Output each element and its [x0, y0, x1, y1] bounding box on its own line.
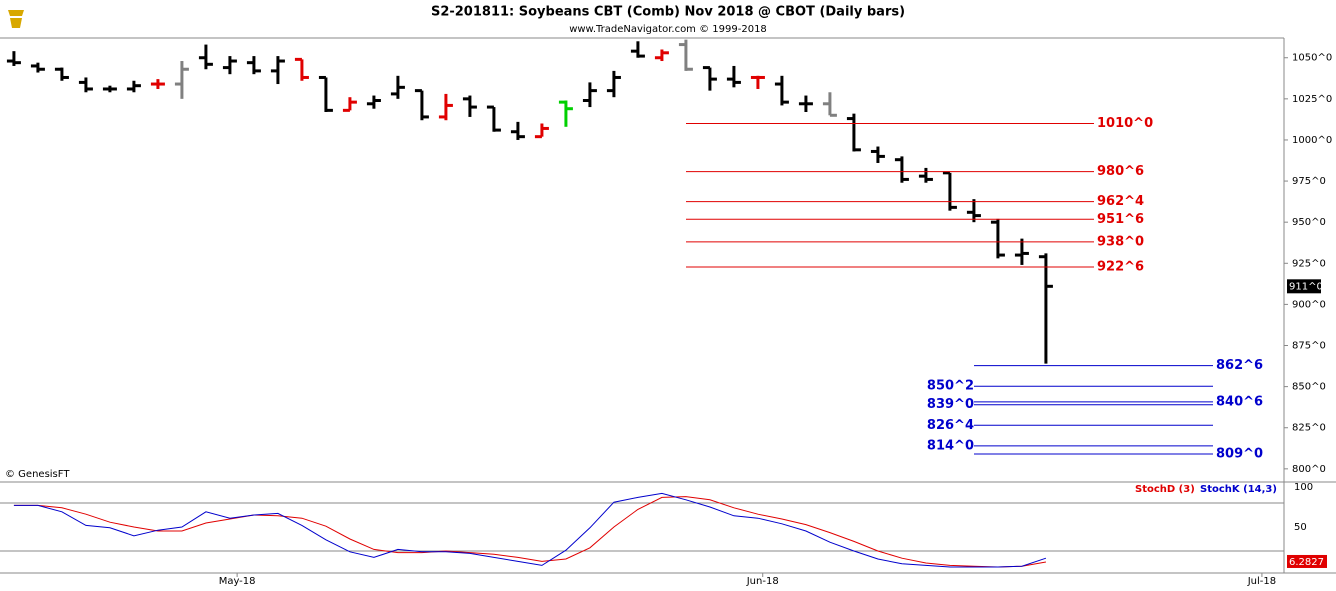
level-label: 862^6: [1216, 358, 1263, 373]
last-price-box: [1287, 279, 1321, 294]
level-label: 809^0: [1216, 447, 1263, 462]
y-tick-label: 1000^0: [1292, 135, 1332, 146]
chart-title: S2-201811: Soybeans CBT (Comb) Nov 2018 …: [431, 5, 905, 20]
y-tick-label: 1050^0: [1292, 53, 1332, 64]
legend-label: StochK (14,3): [1200, 484, 1277, 495]
frame: [0, 37, 1336, 574]
y-tick-label: 50: [1294, 522, 1307, 533]
level-label: 826^4: [927, 418, 974, 433]
y-tick-label: 825^0: [1292, 423, 1326, 434]
last-price-label: 911^0: [1289, 281, 1323, 292]
y-tick-label: 900^0: [1292, 299, 1326, 310]
level-label: 962^4: [1097, 194, 1144, 209]
subtitle: www.TradeNavigator.com © 1999-2018: [569, 24, 767, 35]
stoch-line: [13, 492, 1047, 568]
y-tick-label: 850^0: [1292, 382, 1326, 393]
level-label: 938^0: [1097, 234, 1144, 249]
y-tick-label: 800^0: [1292, 464, 1326, 475]
logo: [8, 10, 24, 28]
level-label: 922^6: [1097, 259, 1144, 274]
x-tick-label: Jun-18: [746, 576, 779, 587]
level-label: 980^6: [1097, 164, 1144, 179]
x-tick-label: May-18: [219, 576, 256, 587]
y-tick-label: 1025^0: [1292, 94, 1332, 105]
level-label: 951^6: [1097, 212, 1144, 227]
y-tick-label: 100: [1294, 482, 1313, 493]
last-stoch-label: 6.2827: [1289, 557, 1324, 568]
level-label: 839^0: [927, 397, 974, 412]
last-stoch-box: [1287, 554, 1327, 568]
y-tick-label: 975^0: [1292, 176, 1326, 187]
level-label: 840^6: [1216, 394, 1263, 409]
legend-label: StochD (3): [1135, 484, 1195, 495]
stoch-line: [13, 496, 1047, 568]
y-tick-label: 875^0: [1292, 341, 1326, 352]
level-label: 814^0: [927, 438, 974, 453]
level-label: 850^2: [927, 379, 974, 394]
level-label: 1010^0: [1097, 116, 1153, 131]
y-tick-label: 925^0: [1292, 258, 1326, 269]
y-tick-label: 950^0: [1292, 217, 1326, 228]
credit: © GenesisFT: [5, 469, 70, 480]
x-tick-label: Jul-18: [1247, 576, 1276, 587]
